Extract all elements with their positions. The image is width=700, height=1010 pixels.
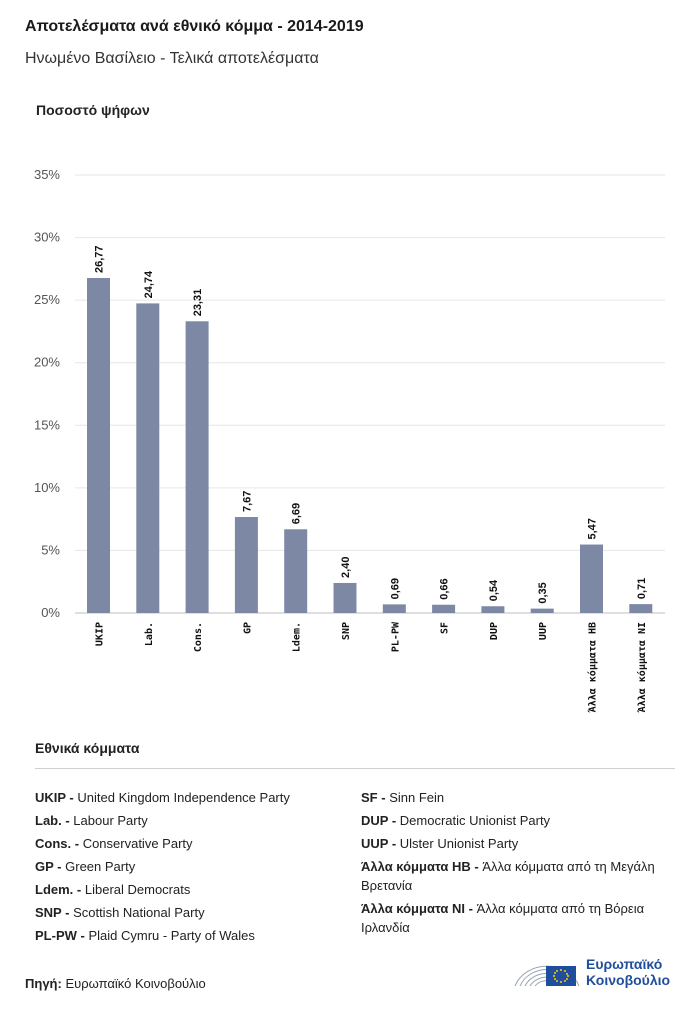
parliament-logo: [514, 965, 580, 987]
legend-abbr: SF -: [361, 790, 386, 805]
legend-item: Ldem. - Liberal Democrats: [35, 878, 355, 901]
bar-value-label: 26,77: [94, 245, 106, 273]
legend-abbr: Ldem. -: [35, 882, 82, 897]
legend-abbr: GP -: [35, 859, 62, 874]
y-tick-label: 0%: [41, 605, 60, 620]
y-tick-label: 5%: [41, 542, 60, 557]
x-tick-label: Άλλα κόμματα NI: [636, 622, 648, 713]
bar: [432, 604, 456, 613]
legend-title: Εθνικά κόμματα: [35, 740, 140, 756]
legend-item: PL-PW - Plaid Cymru - Party of Wales: [35, 924, 355, 947]
legend-name: Scottish National Party: [73, 905, 205, 920]
eu-stars-icon: [553, 969, 569, 983]
legend-item: Άλλα κόμματα NI - Άλλα κόμματα από τη Βό…: [361, 899, 671, 937]
legend-abbr: Lab. -: [35, 813, 70, 828]
bar: [284, 529, 308, 613]
logo-line-2: Κοινοβούλιο: [586, 972, 671, 988]
bar: [530, 608, 554, 613]
chart-title: Αποτελέσματα ανά εθνικό κόμμα - 2014-201…: [25, 18, 364, 35]
bar-value-label: 6,69: [291, 503, 303, 524]
bar-chart: 0% 5% 10% 15% 20% 25% 30% 35% 26,77 UKIP 24,74 Lab.…: [34, 167, 665, 713]
bar: [481, 606, 505, 613]
legend-item: Cons. - Conservative Party: [35, 832, 355, 855]
bar: [87, 277, 110, 613]
legend-name: Conservative Party: [82, 836, 193, 851]
source-value: Ευρωπαϊκό Κοινοβούλιο: [65, 976, 206, 991]
bar-value-label: 0,35: [537, 582, 549, 603]
logo-line-1: Ευρωπαϊκό: [586, 956, 663, 972]
legend-abbr: UUP -: [361, 836, 397, 851]
y-tick-label: 15%: [34, 417, 60, 432]
legend-abbr: Cons. -: [35, 836, 80, 851]
x-tick-label: PL-PW: [390, 621, 401, 652]
x-tick-label: SNP: [341, 622, 352, 640]
bar-value-label: 0,66: [439, 578, 451, 599]
y-tick-label: 25%: [34, 292, 60, 307]
bar-value-label: 0,71: [636, 578, 648, 599]
bar-value-label: 0,69: [389, 578, 401, 599]
legend-name: Democratic Unionist Party: [399, 813, 551, 828]
legend-name: Sinn Fein: [389, 790, 445, 805]
bar-value-label: 7,67: [241, 491, 253, 512]
legend-name: Green Party: [65, 859, 136, 874]
legend-item: DUP - Democratic Unionist Party: [361, 809, 671, 832]
bar: [234, 517, 258, 613]
bar-value-label: 23,31: [192, 289, 204, 317]
x-tick-label: DUP: [489, 622, 500, 640]
x-tick-label: Ldem.: [292, 622, 303, 652]
legend-abbr: Άλλα κόμματα NI -: [361, 901, 473, 916]
legend-column-left: UKIP - United Kingdom Independence Party…: [35, 786, 355, 947]
source-note: Πηγή: Ευρωπαϊκό Κοινοβούλιο: [25, 976, 206, 991]
chart-subtitle: Ηνωμένο Βασίλειο - Τελικά αποτελέσματα: [25, 50, 319, 67]
source-label: Πηγή:: [25, 976, 62, 991]
legend-name: Liberal Democrats: [84, 882, 191, 897]
y-tick-label: 10%: [34, 480, 60, 495]
logo-wordmark: Ευρωπαϊκό Κοινοβούλιο: [586, 956, 670, 988]
legend-item: Lab. - Labour Party: [35, 809, 355, 832]
legend-item: Άλλα κόμματα HB - Άλλα κόμματα από τη Με…: [361, 857, 671, 895]
legend-abbr: PL-PW -: [35, 928, 85, 943]
legend-name: Ulster Unionist Party: [399, 836, 519, 851]
legend-name: Άλλα κόμματα από τη Μεγάλη Βρετανία: [361, 859, 655, 893]
legend-abbr: DUP -: [361, 813, 397, 828]
bar: [185, 321, 209, 613]
y-tick-label: 30%: [34, 230, 60, 245]
legend-abbr: UKIP -: [35, 790, 74, 805]
legend-abbr: SNP -: [35, 905, 70, 920]
x-tick-label: Lab.: [144, 622, 155, 646]
legend-column-right: SF - Sinn Fein DUP - Democratic Unionist…: [361, 786, 671, 941]
legend-name: United Kingdom Independence Party: [77, 790, 290, 805]
legend-divider: [35, 768, 675, 769]
bar: [382, 604, 406, 613]
bar-value-label: 2,40: [340, 557, 352, 578]
y-tick-label: 35%: [34, 167, 60, 182]
x-tick-label: UKIP: [95, 622, 106, 646]
bar-value-label: 0,54: [488, 579, 500, 601]
y-axis-label: Ποσοστό ψήφων: [36, 102, 150, 118]
legend-abbr: Άλλα κόμματα HB -: [361, 859, 479, 874]
bar: [333, 582, 357, 613]
bar: [580, 544, 603, 613]
y-tick-label: 20%: [34, 355, 60, 370]
eu-flag-icon: [546, 966, 576, 986]
legend-item: SF - Sinn Fein: [361, 786, 671, 809]
legend-item: SNP - Scottish National Party: [35, 901, 355, 924]
x-tick-label: SF: [440, 622, 451, 634]
bar: [136, 303, 160, 613]
legend-name: Άλλα κόμματα από τη Βόρεια Ιρλανδία: [361, 901, 645, 935]
bar-value-label: 24,74: [143, 270, 155, 298]
x-tick-label: UUP: [538, 622, 549, 640]
x-tick-label: Άλλα κόμματα HB: [587, 622, 599, 713]
legend-name: Plaid Cymru - Party of Wales: [88, 928, 255, 943]
x-tick-label: Cons.: [193, 622, 204, 652]
bar: [629, 604, 653, 613]
bar-value-label: 5,47: [587, 518, 599, 539]
legend-item: GP - Green Party: [35, 855, 355, 878]
legend-name: Labour Party: [73, 813, 148, 828]
x-tick-label: GP: [242, 622, 253, 634]
legend-item: UUP - Ulster Unionist Party: [361, 832, 671, 855]
legend-item: UKIP - United Kingdom Independence Party: [35, 786, 355, 809]
